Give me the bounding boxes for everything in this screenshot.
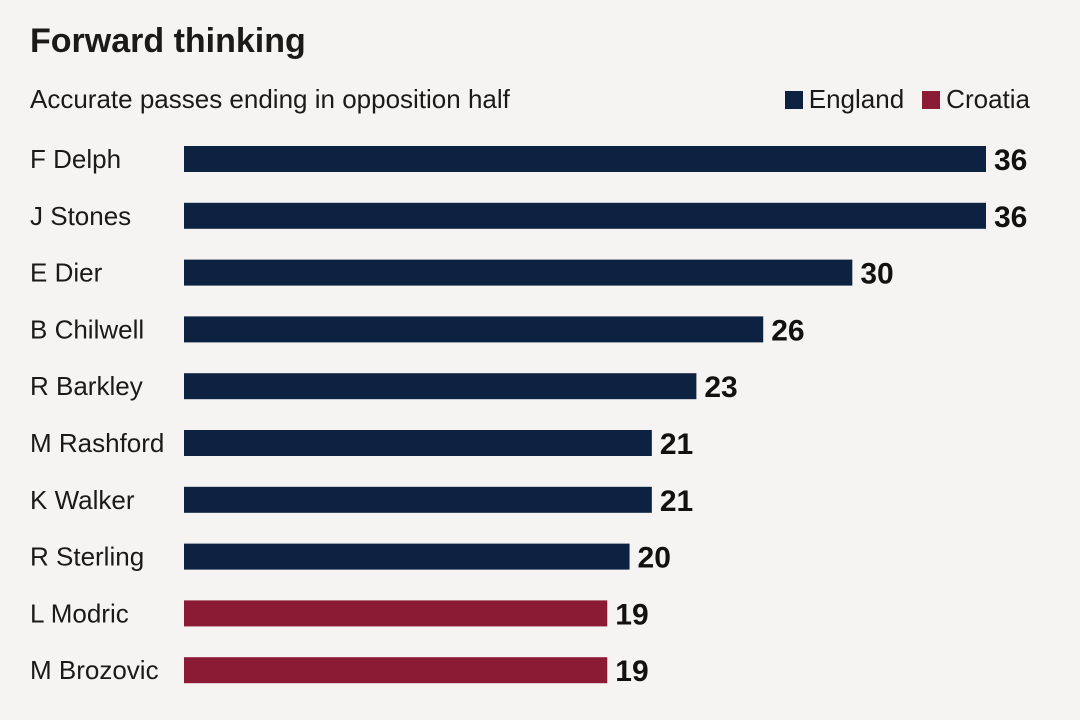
bar-k-walker <box>184 486 652 513</box>
bar-j-stones <box>184 202 986 229</box>
legend-swatch-croatia <box>922 90 941 109</box>
value-label-f-delph: 36 <box>994 144 1027 177</box>
legend: England Croatia <box>767 84 1030 115</box>
category-label-j-stones: J Stones <box>30 201 131 231</box>
legend-item-england: England <box>784 84 905 115</box>
value-label-e-dier: 30 <box>860 258 893 291</box>
chart-title: Forward thinking <box>30 22 306 60</box>
value-label-j-stones: 36 <box>994 201 1027 234</box>
category-label-r-barkley: R Barkley <box>30 371 143 401</box>
bar-m-rashford <box>184 430 652 456</box>
category-label-e-dier: E Dier <box>30 258 103 288</box>
category-label-f-delph: F Delph <box>30 144 121 174</box>
bar-e-dier <box>184 259 853 286</box>
category-label-k-walker: K Walker <box>30 485 135 515</box>
value-label-m-brozovic: 19 <box>615 655 648 688</box>
value-label-k-walker: 21 <box>660 485 693 518</box>
bar-l-modric <box>184 600 608 627</box>
bar-r-sterling <box>184 543 630 570</box>
legend-swatch-england <box>784 90 803 109</box>
bar-m-brozovic <box>184 657 608 684</box>
legend-label-england: England <box>808 84 905 114</box>
value-label-m-rashford: 21 <box>660 428 693 461</box>
bar-f-delph <box>184 146 986 172</box>
value-label-r-barkley: 23 <box>704 371 737 404</box>
value-label-r-sterling: 20 <box>638 542 671 575</box>
category-label-m-brozovic: M Brozovic <box>30 655 159 685</box>
category-label-m-rashford: M Rashford <box>30 428 164 458</box>
bar-r-barkley <box>184 373 697 400</box>
value-label-b-chilwell: 26 <box>771 314 804 347</box>
category-label-r-sterling: R Sterling <box>30 542 144 572</box>
category-label-b-chilwell: B Chilwell <box>30 314 144 344</box>
category-label-l-modric: L Modric <box>30 598 129 628</box>
chart-subtitle: Accurate passes ending in opposition hal… <box>30 84 510 114</box>
legend-item-croatia: Croatia <box>922 84 1030 115</box>
value-label-l-modric: 19 <box>615 598 648 631</box>
bar-b-chilwell <box>184 316 764 343</box>
legend-label-croatia: Croatia <box>946 84 1030 114</box>
